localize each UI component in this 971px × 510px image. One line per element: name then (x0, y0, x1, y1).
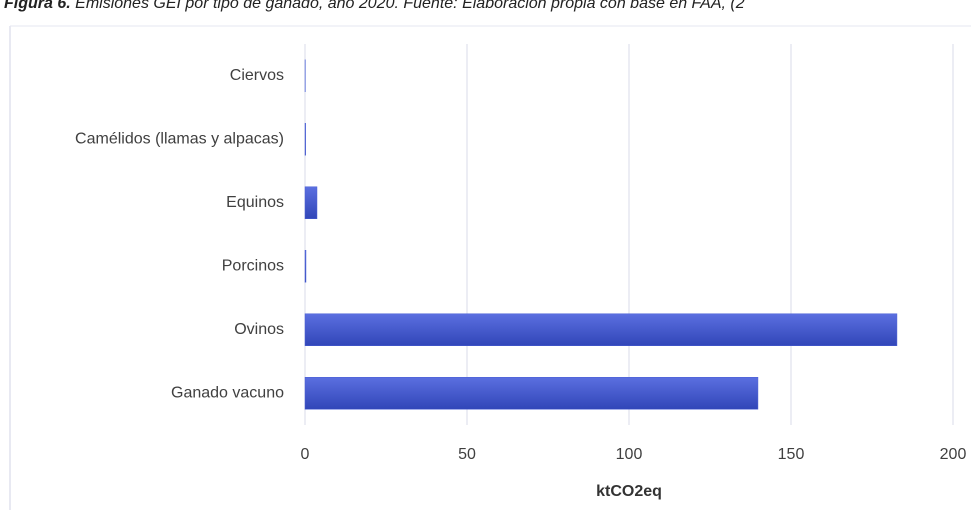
x-tick-label: 50 (458, 446, 476, 463)
x-tick-label: 0 (301, 446, 310, 463)
y-tick-label: Camélidos (llamas y alpacas) (75, 130, 284, 147)
y-tick-label: Porcinos (222, 257, 284, 274)
x-tick-label: 200 (940, 446, 967, 463)
bar (304, 123, 306, 156)
y-tick-label: Equinos (226, 194, 284, 211)
title-text: Emisiones GEI por tipo de ganado, año 20… (75, 0, 745, 12)
bar (304, 250, 307, 283)
y-tick-label: Ciervos (230, 67, 284, 84)
bar (304, 186, 318, 219)
title-label: Figura 6. (4, 0, 71, 12)
x-axis-label: ktCO2eq (596, 483, 662, 500)
bar (304, 377, 759, 410)
x-tick-label: 150 (778, 446, 805, 463)
bar (304, 313, 898, 346)
y-tick-label: Ganado vacuno (171, 384, 284, 401)
chart-title: Figura 6. Emisiones GEI por tipo de gana… (4, 0, 745, 12)
y-tick-label: Ovinos (234, 321, 284, 338)
x-tick-label: 100 (616, 446, 643, 463)
